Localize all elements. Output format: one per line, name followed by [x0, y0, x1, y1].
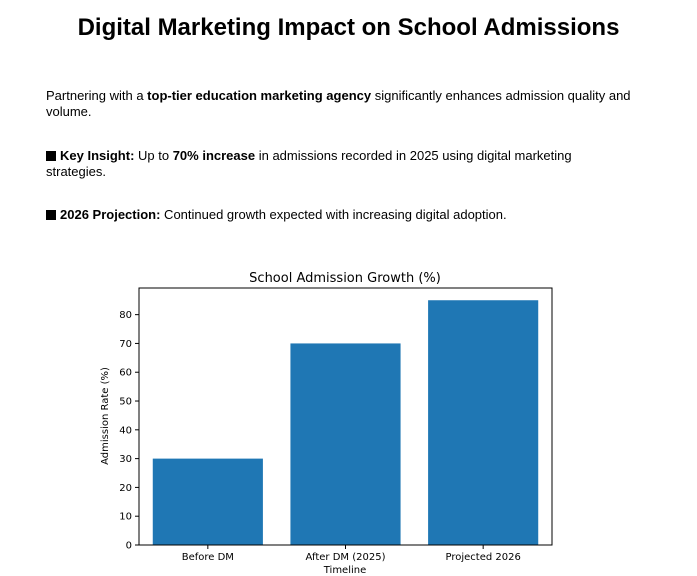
chart-bars [152, 300, 539, 545]
page-title: Digital Marketing Impact on School Admis… [77, 14, 620, 41]
chart-bar [290, 343, 401, 545]
key-insight-text-post: in admissions recorded in 2025 using dig… [46, 148, 572, 179]
intro-paragraph: Partnering with a top-tier education mar… [46, 88, 631, 120]
chart-plot-frame [138, 287, 553, 546]
chart-y-tick-label: 10 [119, 512, 132, 523]
key-insight-paragraph: Key Insight: Up to 70% increase in admis… [46, 148, 631, 180]
chart-y-tick-label: 60 [119, 368, 132, 379]
key-insight-text-bold: 70% increase [172, 148, 256, 163]
chart-x-tick-label: Before DM [182, 552, 234, 563]
key-insight-text-pre: Up to [134, 148, 173, 163]
projection-text: Continued growth expected with increasin… [160, 207, 507, 222]
chart-y-tick-label: 0 [126, 541, 132, 552]
chart-x-axis-label: Timeline [323, 565, 367, 576]
chart-y-tick-label: 20 [119, 483, 132, 494]
intro-text-post: significantly enhances admission quality… [46, 88, 631, 119]
chart-x-ticks: Before DM After DM (2025) Projected 2026 [182, 545, 521, 563]
square-bullet-icon [46, 151, 56, 161]
chart-y-tick-label: 30 [119, 454, 132, 465]
key-insight-label: Key Insight: [60, 148, 135, 163]
square-bullet-icon [46, 210, 56, 220]
chart-y-tick-label: 40 [119, 425, 132, 436]
chart-x-tick-label: After DM (2025) [306, 552, 386, 563]
chart-x-tick-label: Projected 2026 [445, 552, 520, 563]
projection-paragraph: 2026 Projection: Continued growth expect… [46, 207, 631, 223]
chart-title: School Admission Growth (%) [249, 271, 441, 286]
intro-text-bold: top-tier education marketing agency [147, 88, 372, 103]
chart-bar [428, 300, 539, 545]
chart-y-axis-label: Admission Rate (%) [100, 367, 111, 465]
projection-label: 2026 Projection: [60, 207, 161, 222]
chart-bar [152, 458, 263, 545]
chart-y-ticks: 0 10 20 30 40 50 60 70 80 [119, 310, 139, 552]
intro-text-pre: Partnering with a [46, 88, 148, 103]
chart-y-tick-label: 50 [119, 397, 132, 408]
chart-y-tick-label: 80 [119, 310, 132, 321]
chart-y-tick-label: 70 [119, 339, 132, 350]
